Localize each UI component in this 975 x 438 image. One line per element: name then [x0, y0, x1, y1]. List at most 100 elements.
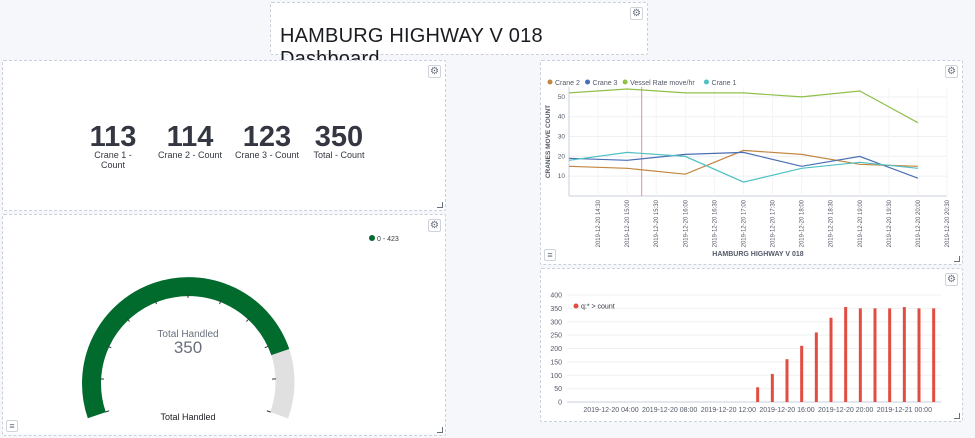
y-tick-label: 100 — [550, 373, 562, 380]
gauge-tick — [219, 300, 222, 305]
x-tick-label: 2019-12-20 17:00 — [741, 199, 747, 247]
x-tick-label: 2019-12-20 17:30 — [771, 199, 777, 247]
gear-icon[interactable]: ⚙ — [630, 7, 643, 20]
bar — [770, 373, 774, 402]
gear-icon[interactable]: ⚙ — [945, 273, 958, 286]
metric-value: 114 — [166, 121, 214, 153]
y-axis-title: CRANES MOVE COUNT — [545, 105, 552, 178]
gear-icon[interactable]: ⚙ — [428, 219, 441, 232]
gauge-track — [270, 349, 295, 419]
x-tick-label: 2019-12-20 12:00 — [701, 407, 756, 414]
bar — [917, 308, 921, 402]
x-tick-label: 2019-12-20 18:00 — [800, 199, 806, 247]
legend-dot — [573, 303, 579, 309]
gauge-bottom-label: Total Handled — [160, 412, 215, 422]
bar-chart-panel: ⚙ 0 50 100 150 200 250 300 350 400 2019-12-20 04:… — [540, 268, 963, 422]
y-tick-label: 250 — [550, 333, 562, 340]
series-line — [568, 149, 918, 175]
bar — [785, 359, 789, 402]
legend-dot — [369, 235, 375, 241]
y-tick-label: 350 — [550, 306, 562, 313]
gauge-tick — [105, 410, 110, 413]
x-tick-label: 2019-12-20 14:30 — [596, 199, 602, 247]
bar — [800, 345, 804, 402]
y-tick-label: 150 — [550, 359, 562, 366]
list-icon[interactable]: ≡ — [544, 249, 556, 261]
bar — [829, 317, 833, 402]
metric-label: Crane 3 - Count — [234, 150, 300, 160]
resize-handle-icon[interactable] — [954, 256, 960, 262]
resize-handle-icon[interactable] — [954, 413, 960, 419]
legend-entry: Crane 3 — [593, 80, 618, 87]
x-tick-label: 2019-12-20 16:00 — [759, 407, 814, 414]
y-tick-label: 50 — [554, 386, 562, 393]
bar — [756, 387, 760, 402]
gauge-tick — [264, 345, 269, 349]
series-line — [568, 151, 918, 183]
resize-handle-icon[interactable] — [437, 202, 443, 208]
y-tick-label: 50 — [558, 94, 566, 101]
metric-crane-3: 123 Crane 3 - Count — [231, 121, 303, 161]
gauge-ticks — [100, 294, 276, 413]
gauge-center-value: 350 — [174, 338, 202, 357]
list-icon[interactable]: ≡ — [6, 420, 18, 432]
line-chart: Crane 2 Crane 3 Vessel Rate move/hr Crane 1… — [545, 79, 951, 258]
gear-icon[interactable]: ⚙ — [945, 65, 958, 78]
metric-crane-2: 114 Crane 2 - Count — [154, 121, 226, 161]
gauge-tick — [154, 300, 157, 305]
series-line — [568, 88, 919, 124]
x-tick-label: 2019-12-20 20:00 — [916, 199, 922, 247]
metric-value: 350 — [314, 121, 364, 153]
bar — [902, 307, 906, 402]
x-tick-label: 2019-12-20 18:30 — [829, 199, 835, 247]
legend-dot — [547, 79, 553, 85]
legend-entry: q:* > count — [581, 304, 615, 311]
x-tick-label: 2019-12-21 00:00 — [877, 407, 932, 414]
x-tick-label: 2019-12-20 19:30 — [887, 199, 893, 247]
x-tick-label: 2019-12-20 04:00 — [583, 407, 638, 414]
y-tick-label: 40 — [558, 114, 566, 121]
x-axis-title: HAMBURG HIGHWAY V 018 — [712, 251, 804, 258]
metric-total: 350 Total - Count — [309, 121, 369, 161]
y-tick-label: 400 — [550, 293, 562, 300]
x-tick-label: 2019-12-20 15:00 — [625, 199, 631, 247]
x-tick-label: 2019-12-20 20:30 — [945, 199, 951, 247]
metric-label: Crane 2 - Count — [157, 150, 223, 160]
gauge-chart: 0 - 423 Total Handled 350 Total Handled — [82, 235, 399, 422]
x-tick-label: 2019-12-20 08:00 — [642, 407, 697, 414]
series-line — [568, 151, 919, 179]
gauge-tick — [245, 318, 250, 322]
y-tick-label: 0 — [558, 400, 562, 407]
x-tick-label: 2019-12-20 16:30 — [712, 199, 718, 247]
y-tick-label: 30 — [558, 134, 566, 141]
y-tick-label: 200 — [550, 346, 562, 353]
gauge-center-label: Total Handled — [157, 329, 218, 340]
y-tick-label: 10 — [558, 173, 566, 180]
gauge-fill — [82, 277, 290, 419]
metric-label: Crane 1 - Count — [94, 150, 132, 170]
legend-entry: Crane 2 — [555, 80, 580, 87]
y-tick-label: 300 — [550, 319, 562, 326]
metric-crane-1: 113 Crane 1 - Count — [81, 121, 145, 171]
x-tick-label: 2019-12-20 16:00 — [683, 199, 689, 247]
bar — [873, 308, 877, 402]
resize-handle-icon[interactable] — [437, 427, 443, 433]
metric-value: 123 — [242, 121, 292, 153]
x-tick-label: 2019-12-20 19:00 — [858, 199, 864, 247]
line-chart-panel: ⚙ Crane 2 Crane 3 Vessel Rate move/hr Crane… — [540, 60, 963, 265]
bar — [888, 308, 892, 402]
gauge-tick — [266, 410, 271, 413]
bar — [844, 307, 848, 402]
x-tick-label: 2019-12-20 20:00 — [818, 407, 873, 414]
gear-icon[interactable]: ⚙ — [428, 65, 441, 78]
legend-dot — [622, 79, 628, 85]
x-tick-label: 2019-12-20 15:30 — [654, 199, 660, 247]
gauge-legend-label[interactable]: 0 - 423 — [377, 236, 399, 243]
legend-dot — [585, 79, 591, 85]
legend-entry: Crane 1 — [711, 80, 736, 87]
gauge-tick — [126, 318, 131, 322]
metric-label: Total - Count — [313, 150, 365, 160]
metric-value: 113 — [89, 121, 137, 153]
bar — [932, 308, 936, 402]
legend-dot — [703, 79, 709, 85]
